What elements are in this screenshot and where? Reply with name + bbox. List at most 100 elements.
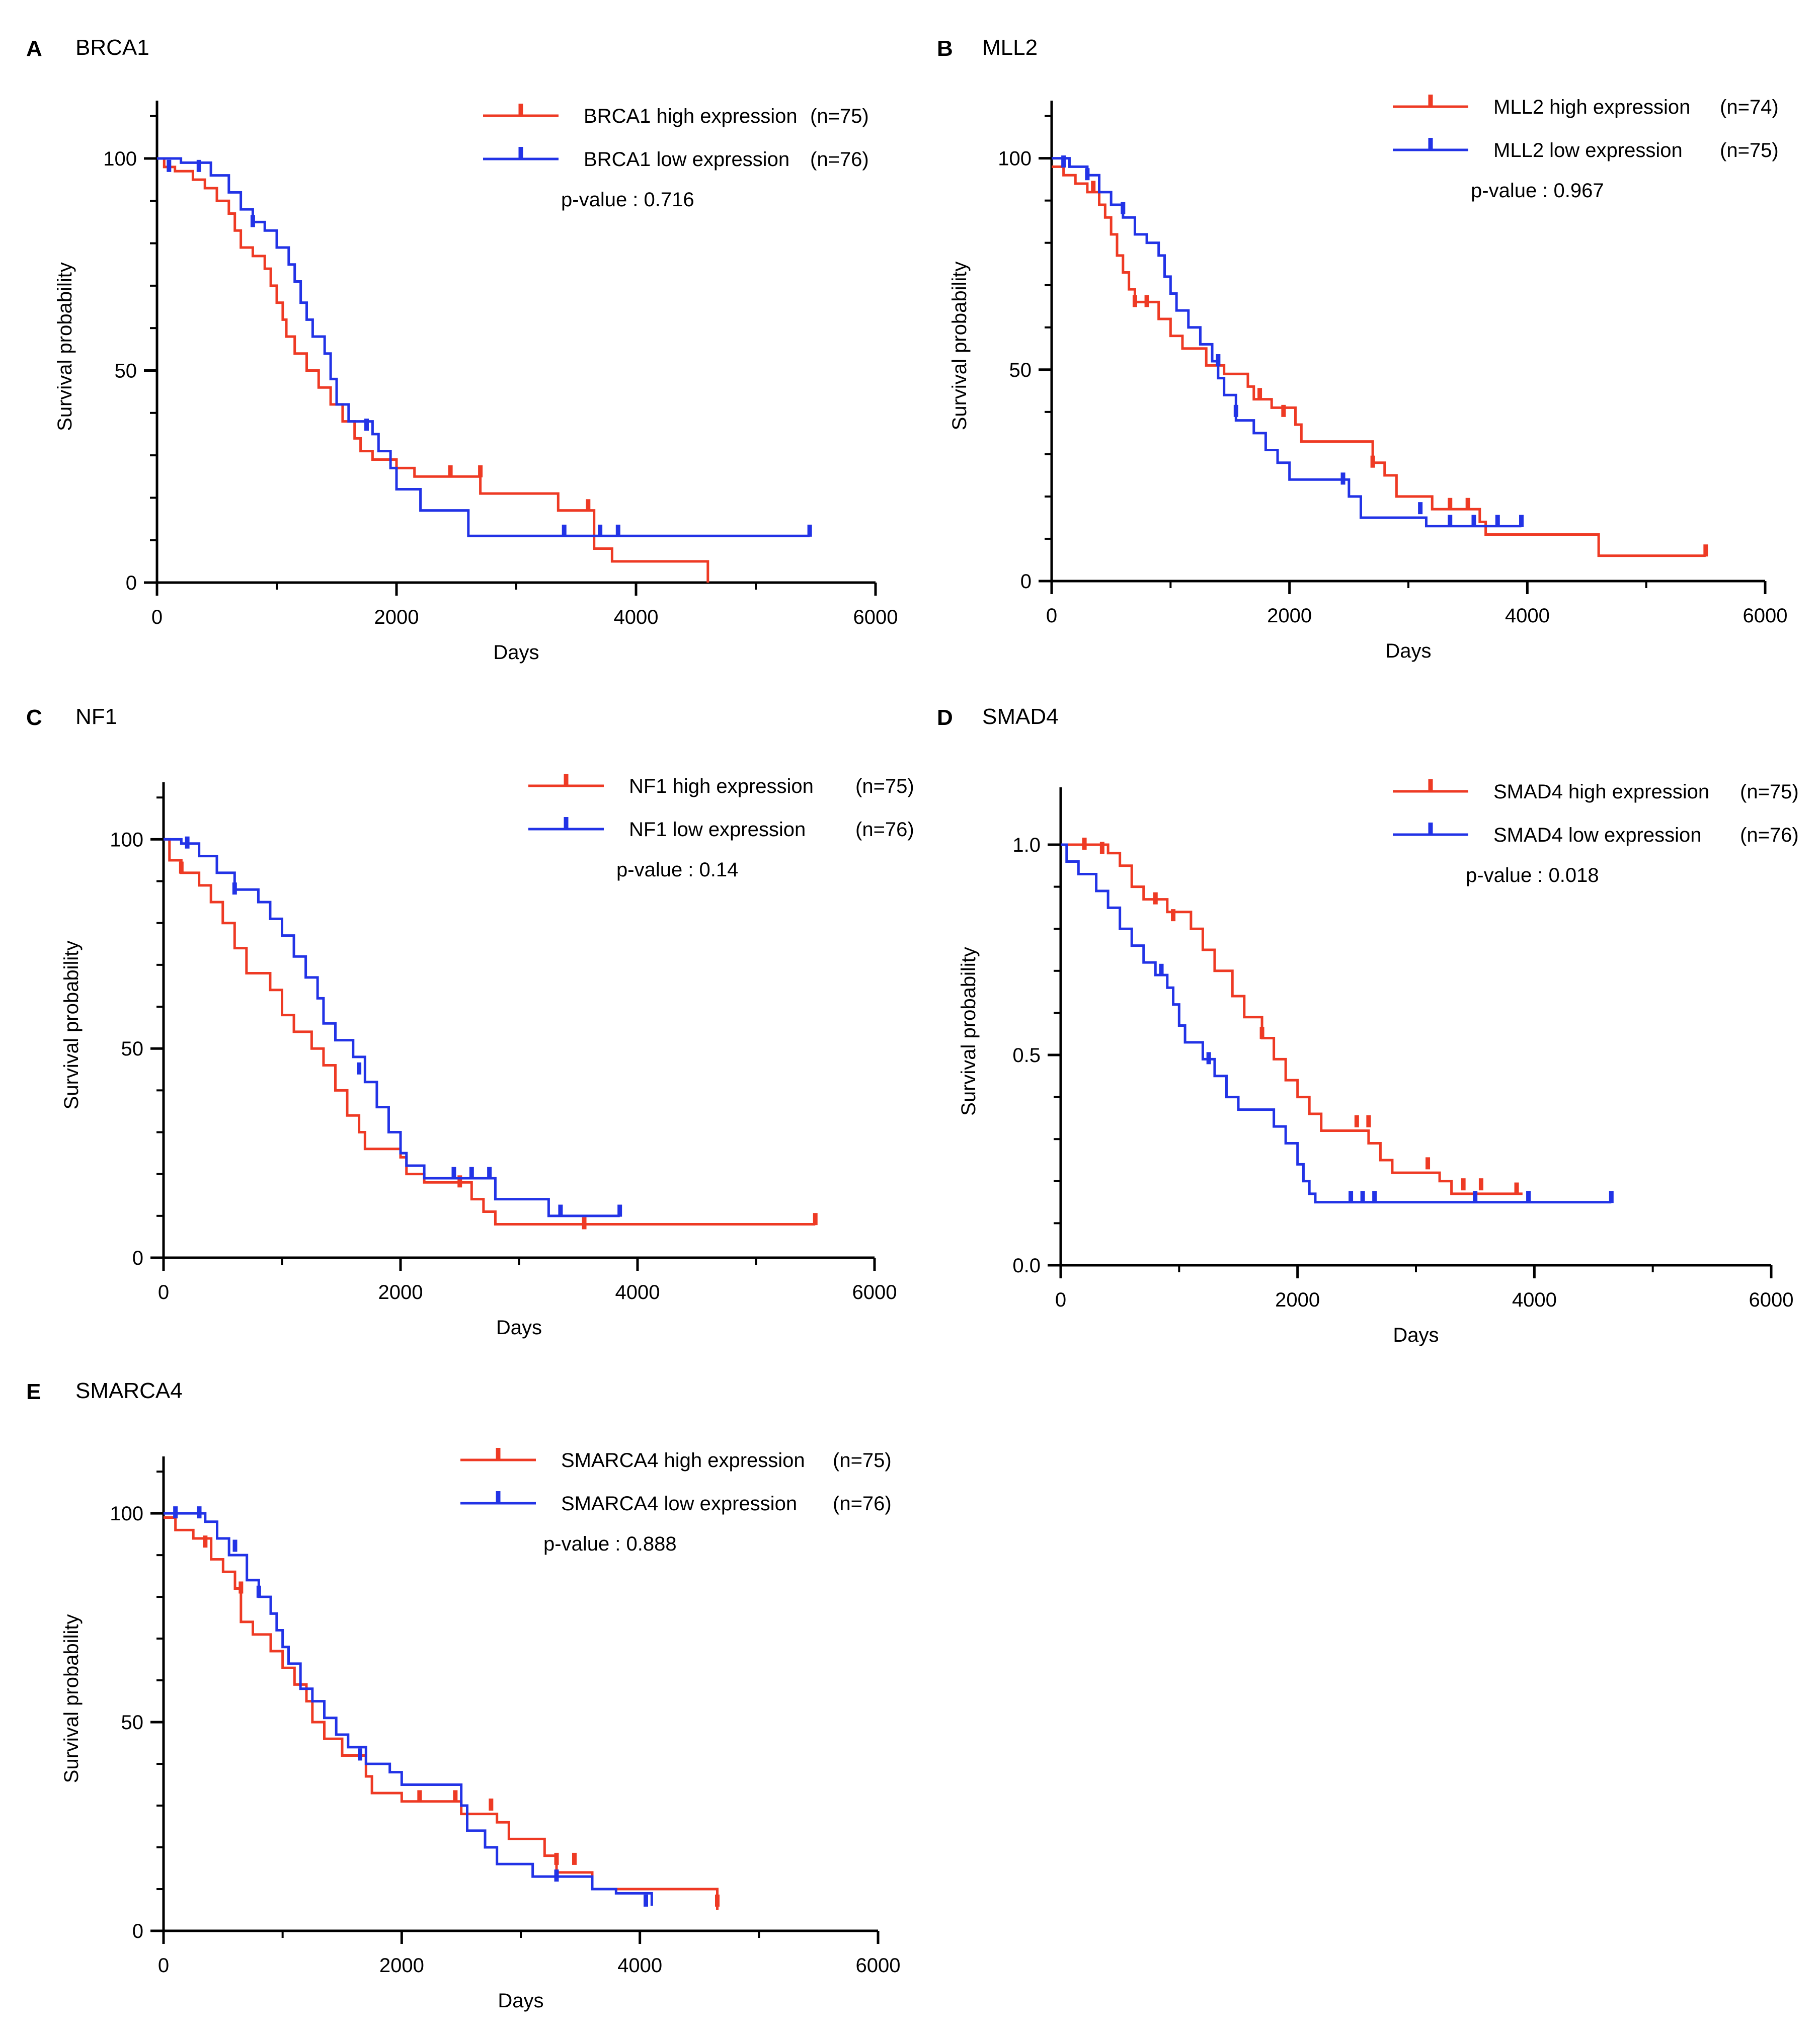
x-tick-label: 2000 — [379, 1954, 424, 1977]
survival-curve-high — [1052, 165, 1706, 557]
panel-mll2: B MLL2 0 50 100 0 2000 4000 6000 Days Survival p… — [910, 0, 1820, 674]
panel-nf1: C NF1 0 50 100 0 2000 4000 6000 Days Survival pr… — [0, 674, 914, 1348]
x-tick-label: 6000 — [853, 606, 898, 628]
y-tick-label: 1.0 — [1012, 834, 1041, 856]
legend-label-high: SMAD4 high expression — [1493, 781, 1709, 803]
survival-chart-smarca4: 0 50 100 0 2000 4000 6000 Days Survival probabil… — [60, 1448, 901, 2012]
legend-n-high: (n=75) — [833, 1449, 892, 1472]
y-axis-title: Survival probability — [54, 262, 76, 431]
x-tick-label: 4000 — [1512, 1289, 1557, 1311]
x-tick-label: 0 — [158, 1954, 169, 1977]
y-axis-title: Survival probability — [948, 262, 971, 431]
survival-curve-high — [164, 838, 816, 1226]
legend-label-low: NF1 low expression — [629, 819, 806, 841]
x-tick-label: 0 — [151, 606, 163, 628]
y-tick-label: 0 — [1020, 570, 1032, 593]
legend-n-low: (n=76) — [1740, 824, 1799, 846]
survival-curve-high — [1061, 843, 1523, 1195]
y-tick-label: 0 — [132, 1247, 143, 1269]
x-tick-label: 0 — [158, 1281, 169, 1303]
y-axis-title: Survival probability — [958, 947, 980, 1116]
x-tick-label: 0 — [1046, 605, 1057, 627]
y-tick-label: 100 — [998, 148, 1032, 170]
x-tick-label: 4000 — [615, 1281, 660, 1303]
legend-label-low: BRCA1 low expression — [584, 148, 789, 171]
panel-title: MLL2 — [982, 35, 1038, 60]
survival-chart-mll2: 0 50 100 0 2000 4000 6000 Days Survival probabil… — [948, 95, 1788, 662]
p-value-label: p-value : 0.967 — [1471, 180, 1604, 202]
y-tick-label: 50 — [121, 1711, 144, 1734]
legend-label-high: MLL2 high expression — [1493, 96, 1690, 118]
survival-chart-brca1: 0 50 100 0 2000 4000 6000 Days Survival probabil… — [54, 101, 898, 664]
panel-letter: C — [26, 705, 42, 730]
y-tick-label: 0.5 — [1012, 1044, 1041, 1067]
p-value-label: p-value : 0.018 — [1466, 864, 1599, 886]
panel-title: BRCA1 — [75, 35, 149, 60]
p-value-label: p-value : 0.716 — [561, 189, 694, 211]
y-tick-label: 100 — [110, 1503, 143, 1525]
survival-curve-high — [164, 1516, 719, 1910]
legend-label-low: MLL2 low expression — [1493, 139, 1683, 161]
y-tick-label: 100 — [103, 148, 137, 170]
panel-letter: A — [26, 36, 42, 61]
panel-letter: D — [937, 705, 953, 730]
panel-smarca4: E SMARCA4 0 50 100 0 2000 4000 6000 Days Surviva… — [0, 1348, 910, 2039]
legend-n-high: (n=75) — [1740, 781, 1799, 803]
x-axis-title: Days — [498, 1990, 543, 2012]
y-axis-title: Survival probability — [60, 941, 83, 1110]
survival-curve-low — [1061, 843, 1612, 1204]
panel-title: SMARCA4 — [75, 1378, 183, 1403]
legend-n-high: (n=75) — [810, 105, 869, 127]
legend-label-high: NF1 high expression — [629, 775, 814, 797]
legend-label-low: SMAD4 low expression — [1493, 824, 1702, 846]
survival-curve-low — [164, 1512, 653, 1906]
x-axis-title: Days — [1385, 640, 1431, 662]
x-axis-title: Days — [493, 641, 539, 664]
survival-curve-low — [164, 838, 620, 1217]
x-axis-title: Days — [1393, 1324, 1439, 1346]
x-tick-label: 4000 — [1505, 605, 1550, 627]
x-tick-label: 0 — [1055, 1289, 1066, 1311]
x-tick-label: 6000 — [852, 1281, 897, 1303]
x-axis-title: Days — [496, 1317, 542, 1339]
panel-smad4: D SMAD4 0.0 0.5 1.0 0 2000 4000 6000 Days Surviv… — [910, 674, 1820, 1348]
y-axis-title: Survival probability — [60, 1614, 83, 1783]
x-tick-label: 2000 — [374, 606, 419, 628]
y-tick-label: 0 — [132, 1920, 143, 1942]
survival-curve-high — [157, 157, 709, 583]
legend-n-low: (n=76) — [855, 819, 914, 841]
y-tick-label: 0.0 — [1012, 1255, 1041, 1277]
y-tick-label: 50 — [121, 1038, 144, 1060]
legend-label-high: SMARCA4 high expression — [561, 1449, 805, 1472]
panel-title: SMAD4 — [982, 704, 1059, 729]
x-tick-label: 6000 — [1743, 605, 1788, 627]
p-value-label: p-value : 0.888 — [543, 1533, 677, 1555]
x-tick-label: 4000 — [614, 606, 659, 628]
x-tick-label: 2000 — [1267, 605, 1312, 627]
y-tick-label: 50 — [1009, 359, 1032, 381]
x-tick-label: 4000 — [617, 1954, 662, 1977]
p-value-label: p-value : 0.14 — [616, 859, 738, 881]
x-tick-label: 2000 — [378, 1281, 423, 1303]
survival-chart-nf1: 0 50 100 0 2000 4000 6000 Days Survival probabil… — [60, 774, 914, 1339]
y-tick-label: 100 — [110, 829, 143, 851]
survival-chart-smad4: 0.0 0.5 1.0 0 2000 4000 6000 Days Survival proba… — [958, 779, 1799, 1346]
panel-letter: B — [937, 36, 953, 61]
x-tick-label: 6000 — [856, 1954, 901, 1977]
panel-title: NF1 — [75, 704, 118, 729]
y-tick-label: 0 — [126, 572, 137, 594]
y-tick-label: 50 — [115, 360, 137, 382]
x-tick-label: 2000 — [1275, 1289, 1320, 1311]
legend-n-low: (n=76) — [833, 1493, 892, 1515]
panel-brca1: A BRCA1 0 50 100 0 2000 4000 6000 Days Survival … — [0, 0, 910, 674]
legend-n-low: (n=75) — [1720, 139, 1779, 161]
legend-label-low: SMARCA4 low expression — [561, 1493, 797, 1515]
x-tick-label: 6000 — [1749, 1289, 1794, 1311]
panel-letter: E — [26, 1379, 41, 1404]
legend-n-low: (n=76) — [810, 148, 869, 171]
legend-n-high: (n=74) — [1720, 96, 1779, 118]
survival-curve-low — [1052, 157, 1522, 528]
legend-n-high: (n=75) — [855, 775, 914, 797]
survival-curve-low — [157, 157, 810, 537]
legend-label-high: BRCA1 high expression — [584, 105, 798, 127]
